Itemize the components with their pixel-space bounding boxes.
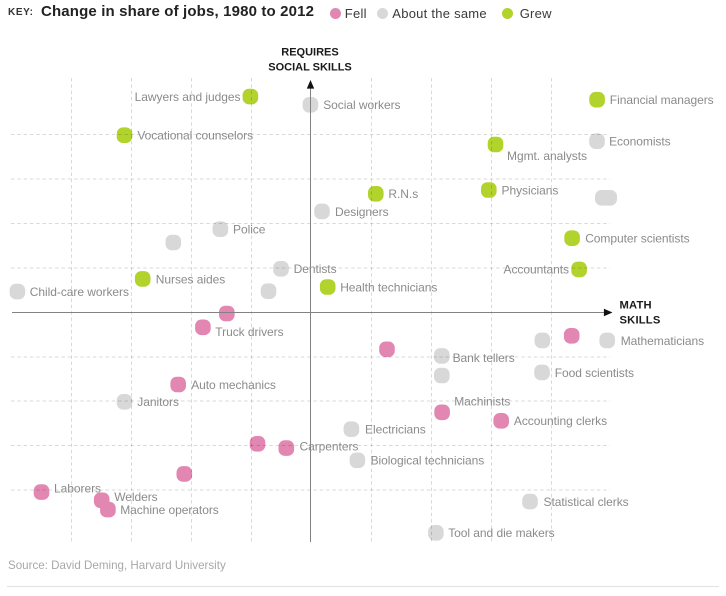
svg-text:MATH: MATH [620,300,652,312]
svg-text:Child-care workers: Child-care workers [30,285,129,299]
svg-text:Mgmt. analysts: Mgmt. analysts [507,149,587,163]
svg-text:Bank tellers: Bank tellers [453,351,515,365]
svg-text:Food scientists: Food scientists [555,366,634,380]
svg-text:Truck drivers: Truck drivers [215,325,283,339]
svg-text:Biological technicians: Biological technicians [371,454,485,468]
svg-text:Statistical clerks: Statistical clerks [544,495,629,509]
svg-text:Janitors: Janitors [137,395,179,409]
svg-text:Carpenters: Carpenters [300,439,359,453]
svg-text:Health technicians: Health technicians [340,280,437,294]
svg-text:Laborers: Laborers [54,482,101,496]
svg-text:Machinists: Machinists [454,394,510,408]
svg-text:Lawyers and judges: Lawyers and judges [135,90,241,104]
svg-text:Vocational counselors: Vocational counselors [137,129,253,143]
svg-text:Dentists: Dentists [294,262,337,276]
svg-text:R.N.s: R.N.s [388,187,418,201]
svg-text:Financial managers: Financial managers [610,93,714,107]
svg-text:Accounting clerks: Accounting clerks [514,414,607,428]
svg-text:Tool and die makers: Tool and die makers [448,526,554,540]
svg-text:Accountants: Accountants [504,263,570,277]
svg-text:Computer scientists: Computer scientists [585,232,689,246]
svg-text:Welders: Welders [114,490,157,504]
svg-text:SOCIAL SKILLS: SOCIAL SKILLS [268,62,352,74]
svg-text:Machine operators: Machine operators [120,503,219,517]
svg-text:Designers: Designers [335,205,389,219]
svg-text:SKILLS: SKILLS [620,315,661,327]
svg-text:Police: Police [233,223,266,237]
svg-text:Social workers: Social workers [323,98,400,112]
svg-text:Economists: Economists [609,135,671,149]
svg-text:Auto mechanics: Auto mechanics [191,378,276,392]
svg-text:Nurses aides: Nurses aides [156,272,225,286]
svg-text:Mathematicians: Mathematicians [621,334,704,348]
svg-text:REQUIRES: REQUIRES [281,47,338,59]
svg-text:Physicians: Physicians [502,183,559,197]
svg-text:Electricians: Electricians [365,423,426,437]
